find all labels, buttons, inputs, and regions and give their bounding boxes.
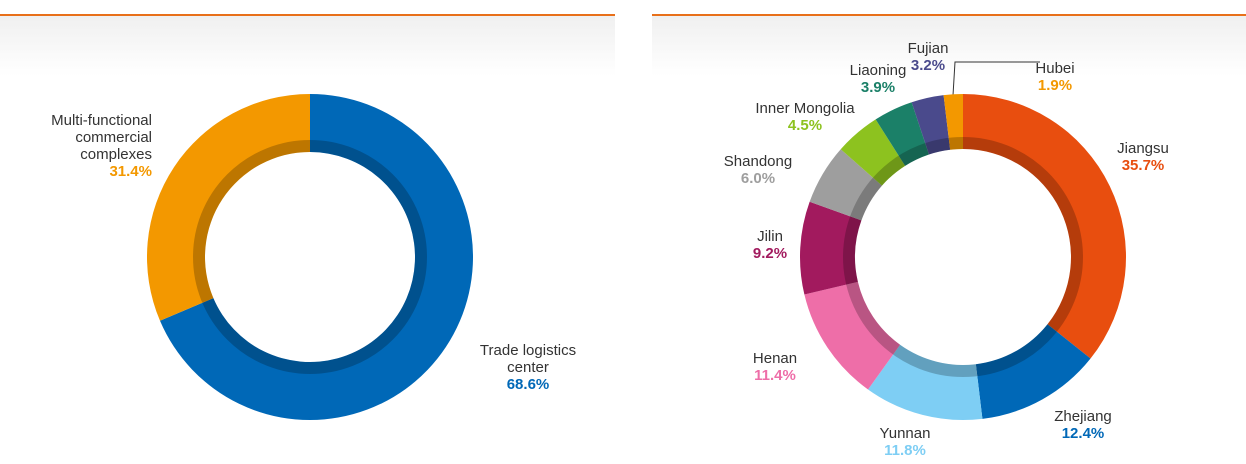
donut-segment	[868, 344, 983, 421]
segment-label: Fujian 3.2%	[898, 40, 958, 74]
segment-label: Multi-functional commercial complexes 31.…	[22, 112, 152, 180]
segment-label: Yunnan 11.8%	[860, 425, 950, 459]
value-label: 1.9%	[1037, 77, 1073, 94]
value-label: 3.2%	[910, 57, 946, 74]
category-name: Yunnan	[879, 425, 931, 442]
donut-segment	[943, 94, 963, 150]
value-label: 31.4%	[109, 163, 152, 180]
value-label: 35.7%	[1121, 157, 1165, 174]
segment-label: Inner Mongolia 4.5%	[740, 100, 870, 134]
segment-label: Zhejiang 12.4%	[1038, 408, 1128, 442]
value-label: 11.8%	[884, 442, 926, 459]
segment-label: Liaoning 3.9%	[833, 62, 923, 96]
donut-segment	[800, 201, 862, 295]
donut-segment	[809, 149, 882, 221]
donut-segment	[840, 119, 906, 186]
value-label: 9.2%	[752, 245, 788, 262]
donut-segment	[911, 95, 951, 155]
donut-segment	[804, 281, 901, 390]
segment-label: Shandong 6.0%	[713, 153, 803, 187]
category-name: Fujian	[907, 40, 949, 57]
category-name: Liaoning	[849, 62, 907, 79]
inner-shadow	[843, 137, 1083, 377]
value-label: 12.4%	[1061, 425, 1105, 442]
category-name: Hubei	[1035, 60, 1075, 77]
segment-label: Jiangsu 35.7%	[1098, 140, 1188, 174]
donut-segment	[875, 102, 929, 166]
category-name: Shandong	[723, 153, 793, 170]
panel-header	[0, 14, 615, 76]
category-name: Multi-functional commercial complexes	[51, 112, 152, 163]
segment-label: Trade logistics center 68.6%	[468, 342, 588, 393]
donut-segment	[160, 94, 474, 420]
segment-label: Henan 11.4%	[730, 350, 820, 384]
value-label: 6.0%	[740, 170, 776, 187]
donut-segment	[975, 324, 1091, 419]
segment-label: Hubei 1.9%	[1025, 60, 1085, 94]
panel-header	[652, 14, 1246, 76]
donut-segment	[146, 94, 310, 321]
category-name: Henan	[752, 350, 798, 367]
segment-label: Jilin 9.2%	[725, 228, 815, 262]
value-label: 3.9%	[860, 79, 896, 96]
inner-shadow	[193, 140, 427, 374]
category-name: Jilin	[757, 228, 783, 245]
category-name: Jiangsu	[1117, 140, 1169, 157]
category-name: Zhejiang	[1054, 408, 1112, 425]
donut-segment	[963, 94, 1126, 359]
value-label: 11.4%	[754, 367, 796, 384]
category-name: Trade logistics center	[479, 342, 577, 376]
category-name: Inner Mongolia	[755, 100, 855, 117]
value-label: 68.6%	[506, 376, 550, 393]
value-label: 4.5%	[787, 117, 823, 134]
